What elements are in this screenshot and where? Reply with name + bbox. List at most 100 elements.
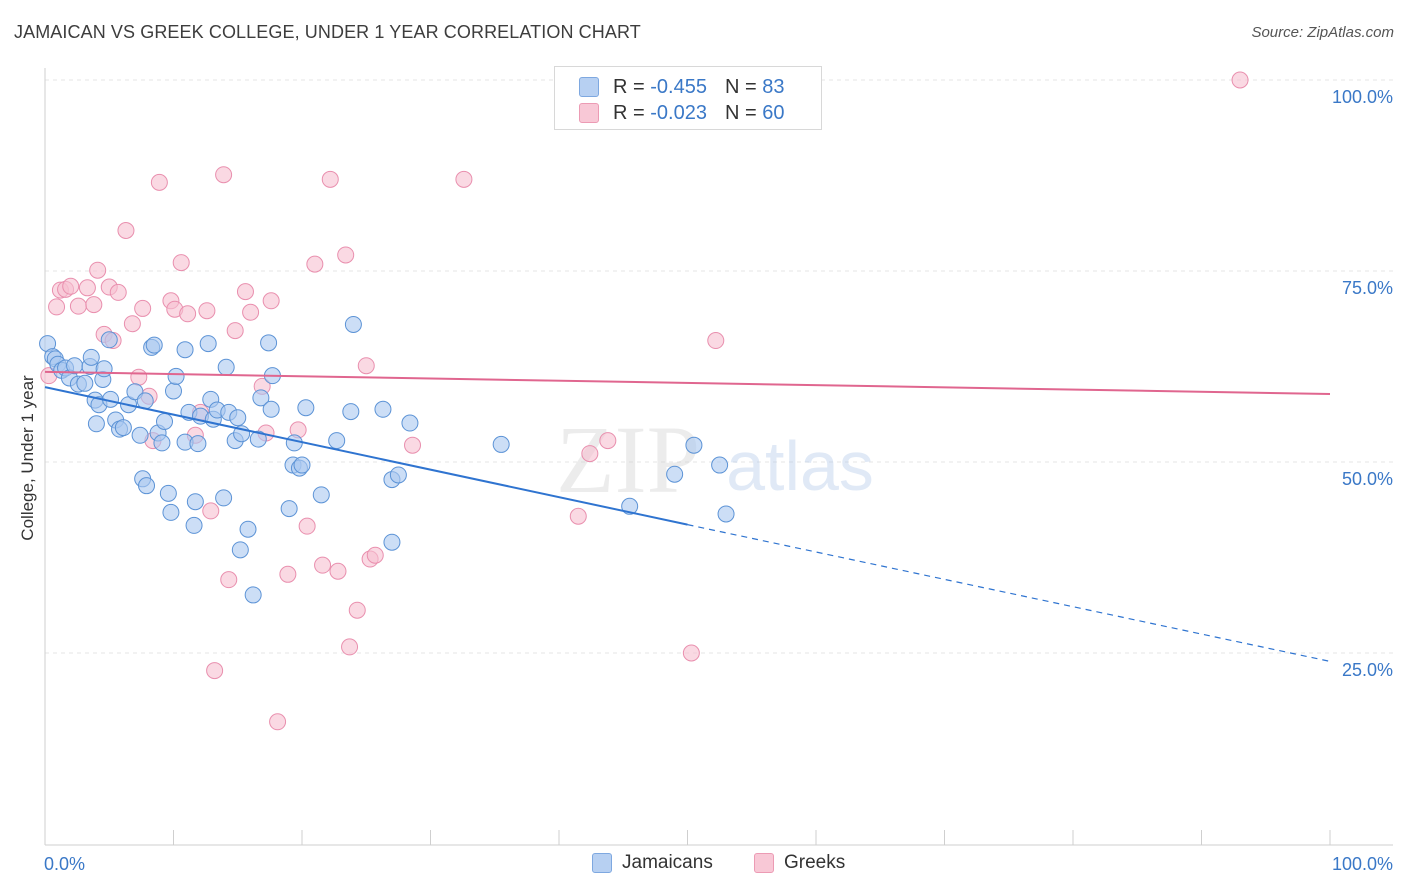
- data-point-jamaicans: [176, 341, 194, 359]
- y-axis-label: College, Under 1 year: [18, 375, 37, 541]
- data-point-jamaicans: [666, 465, 684, 483]
- data-point-jamaicans: [293, 456, 311, 474]
- data-point-jamaicans: [711, 456, 729, 474]
- data-point-jamaicans: [138, 477, 156, 495]
- data-point-greeks: [172, 254, 190, 272]
- data-point-jamaicans: [717, 505, 735, 523]
- axes: [44, 68, 1393, 846]
- data-point-jamaicans: [165, 382, 182, 400]
- data-point-greeks: [134, 299, 152, 317]
- legend-r-label: R =: [613, 101, 645, 124]
- legend-r-label: R =: [613, 75, 645, 98]
- data-point-greeks: [366, 546, 384, 564]
- data-point-jamaicans: [189, 435, 207, 453]
- data-point-greeks: [599, 432, 617, 450]
- data-point-greeks: [236, 283, 254, 301]
- series-label-greeks: Greeks: [784, 852, 846, 873]
- data-point-jamaicans: [215, 489, 233, 507]
- data-point-greeks: [242, 303, 260, 321]
- trend-line-jamaicans: [44, 386, 688, 526]
- data-point-jamaicans: [239, 520, 257, 538]
- data-point-jamaicans: [82, 348, 100, 366]
- data-point-jamaicans: [199, 335, 217, 353]
- data-point-jamaicans: [159, 484, 177, 502]
- data-point-jamaicans: [145, 336, 163, 354]
- data-point-jamaicans: [297, 399, 315, 417]
- legend-swatch-jamaicans: [579, 77, 599, 97]
- data-point-greeks: [206, 662, 224, 680]
- data-point-greeks: [1231, 71, 1249, 89]
- tick-labels: 25.0% 50.0% 75.0% 100.0% 0.0% 100.0%: [44, 87, 1393, 874]
- data-point-jamaicans: [76, 374, 94, 392]
- y-tick-label: 100.0%: [1332, 87, 1393, 107]
- legend-swatch-greeks: [579, 103, 599, 123]
- source-credit: Source: ZipAtlas.com: [1251, 24, 1394, 41]
- data-point-greeks: [202, 502, 220, 520]
- data-point-greeks: [314, 556, 332, 574]
- data-point-greeks: [262, 292, 280, 310]
- data-point-greeks: [404, 436, 422, 454]
- data-point-jamaicans: [260, 334, 278, 352]
- grid-lines: [45, 79, 1393, 654]
- data-point-greeks: [569, 507, 587, 525]
- data-point-greeks: [341, 638, 359, 656]
- data-point-jamaicans: [344, 315, 362, 333]
- data-point-jamaicans: [401, 414, 419, 432]
- series-legend: Jamaicans Greeks: [0, 852, 1406, 878]
- data-point-jamaicans: [162, 503, 180, 521]
- x-tick-label: 100.0%: [1332, 854, 1393, 874]
- series-legend-greeks[interactable]: Greeks: [754, 852, 845, 874]
- trend-line-greeks: [44, 370, 1331, 396]
- data-point-jamaicans: [374, 400, 392, 418]
- watermark: ZIP atlas: [556, 406, 874, 513]
- data-point-greeks: [321, 170, 339, 188]
- correlation-legend: R = -0.455 N = 83 R = -0.023 N = 60: [554, 66, 822, 130]
- watermark-zip: ZIP: [556, 406, 700, 513]
- data-point-jamaicans: [156, 413, 174, 431]
- trend-line-jamaicans-extension: [687, 524, 1331, 662]
- data-point-jamaicans: [100, 331, 118, 349]
- data-point-greeks: [329, 562, 347, 580]
- data-point-greeks: [85, 296, 103, 314]
- data-point-greeks: [78, 279, 96, 297]
- legend-n-label: N =: [724, 101, 757, 124]
- data-point-jamaicans: [87, 415, 105, 433]
- data-point-greeks: [455, 170, 473, 188]
- legend-r-value: -0.023: [650, 101, 707, 124]
- data-point-greeks: [130, 368, 148, 386]
- legend-row-jamaicans: R = -0.455 N = 83: [579, 74, 784, 100]
- data-point-jamaicans: [383, 533, 401, 551]
- data-point-greeks: [581, 445, 599, 463]
- data-point-greeks: [357, 357, 375, 375]
- data-point-jamaicans: [231, 541, 249, 559]
- data-point-greeks: [306, 255, 324, 273]
- data-point-greeks: [117, 222, 135, 240]
- data-point-greeks: [109, 283, 127, 301]
- data-point-greeks: [348, 601, 366, 619]
- data-point-jamaicans: [167, 367, 185, 385]
- legend-n-value: 83: [762, 75, 785, 98]
- data-point-jamaicans: [153, 434, 171, 452]
- data-point-greeks: [89, 261, 107, 279]
- data-point-greeks: [279, 565, 297, 583]
- y-tick-label: 75.0%: [1342, 278, 1393, 298]
- greeks-points: [40, 71, 1249, 731]
- y-tick-label: 25.0%: [1342, 660, 1393, 680]
- data-point-greeks: [123, 315, 141, 333]
- x-tick-label: 0.0%: [44, 854, 85, 874]
- data-point-greeks: [707, 332, 725, 350]
- data-point-greeks: [298, 517, 316, 535]
- data-point-jamaicans: [492, 435, 510, 453]
- data-point-greeks: [215, 166, 233, 184]
- data-point-jamaicans: [685, 436, 703, 454]
- data-point-jamaicans: [621, 497, 639, 515]
- legend-r-value: -0.455: [650, 75, 707, 98]
- data-point-greeks: [220, 571, 238, 589]
- series-label-jamaicans: Jamaicans: [622, 852, 713, 873]
- data-point-greeks: [337, 246, 355, 264]
- data-point-greeks: [269, 713, 287, 731]
- data-point-jamaicans: [249, 430, 267, 448]
- series-legend-jamaicans[interactable]: Jamaicans: [592, 852, 713, 874]
- data-point-jamaicans: [186, 493, 204, 511]
